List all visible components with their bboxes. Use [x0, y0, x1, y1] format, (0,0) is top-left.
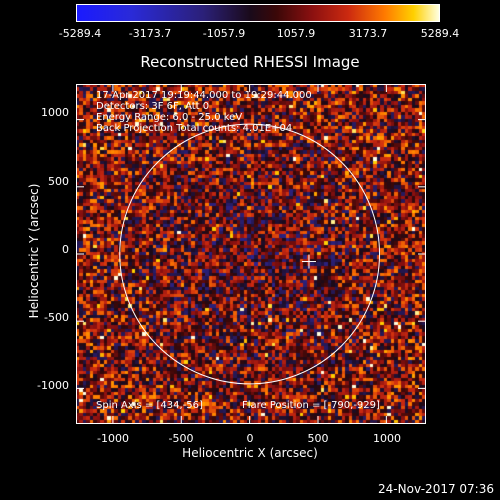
spin-axis-text: Spin Axis = [434,-56] [96, 400, 203, 411]
x-tick-label: -500 [168, 432, 194, 445]
y-axis-label: Heliocentric Y (arcsec) [27, 183, 41, 319]
x-tick-label: 1000 [373, 432, 401, 445]
x-tick-label: -1000 [97, 432, 129, 445]
colorbar-gradient [76, 4, 440, 22]
axis-ticks [76, 84, 426, 424]
solar-disk-circle [119, 123, 381, 385]
y-tick-label: 0 [62, 243, 69, 256]
energy-range-text: Energy Range: 6.0 - 25.0 keV [96, 112, 243, 123]
x-axis-label: Heliocentric X (arcsec) [182, 446, 318, 460]
plot-overlay [76, 84, 426, 424]
detectors-text: Detectors: 3F 6F, Att 0 [96, 101, 210, 112]
chart-title: Reconstructed RHESSI Image [140, 53, 360, 71]
y-tick-label: -500 [44, 311, 69, 324]
colorbar-tick-label: 3173.7 [348, 27, 388, 40]
plot-area: 17-Apr-2017 19:19:44.000 to 19:29:44.000… [76, 84, 426, 424]
footer-timestamp: 24-Nov-2017 07:36 [378, 482, 494, 496]
colorbar-tick-label: 1057.9 [276, 27, 316, 40]
colorbar-tick-label: 5289.4 [420, 27, 460, 40]
x-tick-label: 500 [307, 432, 329, 445]
flare-position-text: Flare Position = [-790,-929] [242, 400, 380, 411]
y-tick-label: 1000 [41, 106, 69, 119]
colorbar-tick-label: -5289.4 [58, 27, 102, 40]
colorbar [76, 4, 440, 22]
method-counts-text: Back Projection Total counts: 4.01E+04 [96, 123, 293, 134]
colorbar-tick-label: -3173.7 [128, 27, 172, 40]
spin-axis-marker [301, 254, 316, 269]
heatmap-image [76, 84, 426, 424]
time-range-text: 17-Apr-2017 19:19:44.000 to 19:29:44.000 [96, 90, 312, 101]
plot-frame [76, 84, 426, 424]
x-tick-label: 0 [246, 432, 254, 445]
y-tick-label: 500 [48, 175, 69, 188]
y-tick-label: -1000 [37, 379, 69, 392]
colorbar-tick-label: -1057.9 [202, 27, 246, 40]
